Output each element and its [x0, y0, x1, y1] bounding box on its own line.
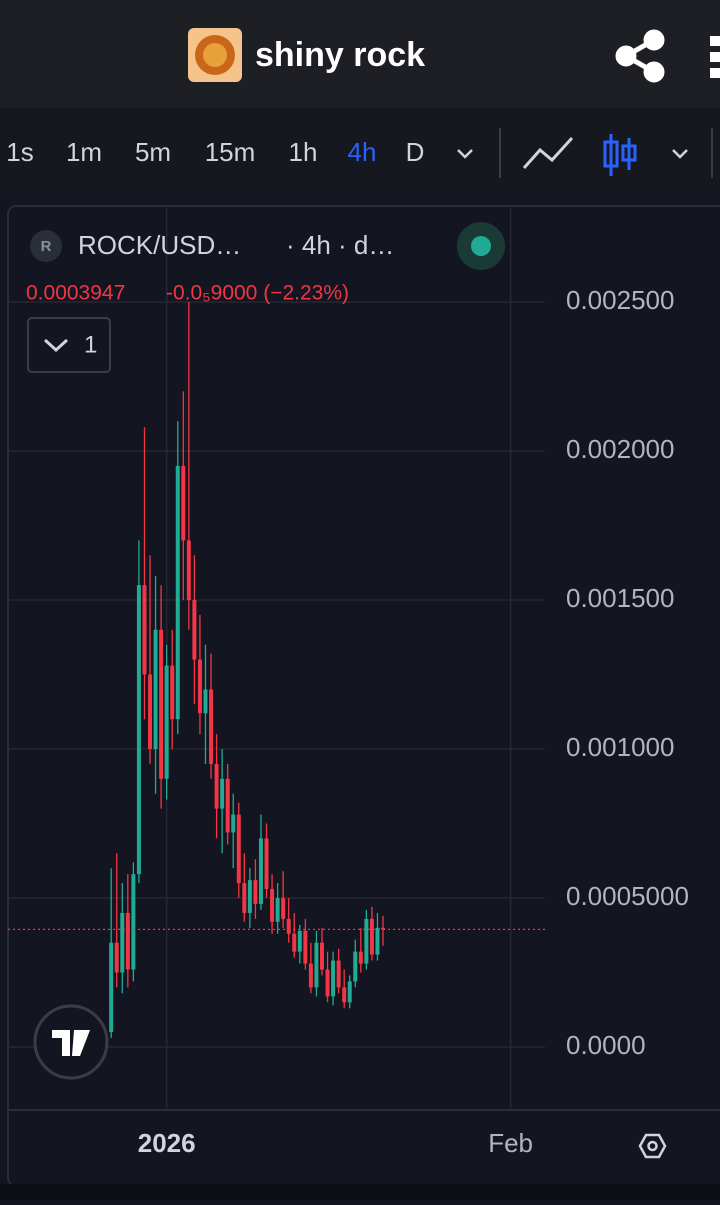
symbol-logo [30, 230, 62, 262]
token-icon-core [203, 43, 227, 67]
indicator-count: 1 [84, 331, 97, 358]
more-icon[interactable] [710, 36, 720, 78]
share-icon[interactable] [615, 29, 665, 83]
candle-body [264, 838, 269, 890]
chevron [43, 338, 69, 353]
y-tick-label: 0.001500 [566, 583, 674, 613]
x-tick-label: 2026 [138, 1128, 196, 1158]
candle-body [347, 981, 352, 1003]
candle-body [353, 951, 358, 982]
candle-body [342, 987, 347, 1003]
settings-icon-center [647, 1140, 658, 1152]
candle-body [314, 942, 319, 988]
price-change: -0.0₅9000 (−2.23%) [166, 282, 349, 305]
y-tick-label: 0.002500 [566, 285, 674, 315]
candle-body [308, 963, 313, 988]
candle-body [164, 665, 169, 779]
tradingview-logo[interactable] [33, 1004, 109, 1080]
candle-body [319, 942, 324, 970]
candle-body [148, 674, 153, 749]
candle-body [142, 585, 147, 675]
interval-button[interactable]: 4h [348, 137, 377, 167]
candle-body [275, 898, 280, 922]
interval-button[interactable]: D [406, 137, 425, 167]
tradingview-mark [52, 1030, 90, 1056]
candle-body [381, 927, 386, 930]
candle-body [364, 918, 369, 964]
symbol-name: ROCK/USD… [78, 230, 241, 260]
candle-body [220, 778, 225, 809]
interval-button[interactable]: 1m [66, 137, 102, 167]
interval-button[interactable]: 1s [6, 137, 33, 167]
interval-group: 1s 1m 5m 15m 1h 4h D [6, 137, 424, 167]
candle-body [186, 540, 191, 600]
candle-body [242, 883, 247, 913]
candle-body [175, 465, 180, 720]
candle-body [214, 763, 219, 809]
candle-body [258, 838, 263, 904]
indicator-toggle[interactable] [27, 317, 111, 373]
interval-button[interactable]: 5m [135, 137, 171, 167]
interval-dropdown[interactable] [457, 149, 473, 159]
candle-body [225, 778, 230, 833]
chart-type-dropdown[interactable] [672, 149, 688, 159]
candle-body [247, 880, 252, 913]
candle-body [120, 912, 125, 973]
candle-chart-icon[interactable] [603, 134, 637, 176]
candle-body [231, 814, 236, 833]
y-tick-label: 0.001000 [566, 732, 674, 762]
bottom-strip [0, 1184, 720, 1200]
candle-body [281, 898, 286, 919]
plot-area [8, 206, 545, 1110]
interval-info: · 4h · d… [286, 230, 394, 260]
candle-body [236, 814, 241, 884]
candle-body [131, 874, 136, 970]
candle-body [292, 933, 297, 952]
last-price: 0.0003947 [26, 282, 125, 305]
y-tick-label: 0.0005000 [566, 881, 689, 911]
candle-body [369, 918, 374, 955]
x-tick-label: Feb [488, 1128, 533, 1158]
candle-body [336, 960, 341, 988]
candle-body [153, 629, 158, 749]
settings-icon[interactable] [638, 1133, 667, 1159]
status-dot [471, 236, 491, 256]
interval-button[interactable]: 15m [205, 137, 256, 167]
candle-body [297, 930, 302, 952]
symbol-logo-letter: R [41, 238, 52, 255]
candle-body [253, 880, 258, 904]
candle-body [159, 629, 164, 779]
y-tick-label: 0.002000 [566, 434, 674, 464]
interval-button[interactable]: 1h [289, 137, 318, 167]
candle-body [303, 930, 308, 964]
candle-body [375, 927, 380, 955]
line-chart-icon[interactable] [522, 136, 574, 169]
candle-body [170, 665, 175, 720]
candle-body [192, 600, 197, 660]
candle-body [125, 912, 130, 970]
candle-body [136, 585, 141, 875]
candle-body [203, 689, 208, 714]
candle-body [358, 951, 363, 964]
candle-body [286, 918, 291, 934]
header-bar [0, 0, 720, 108]
candle-body [270, 889, 275, 922]
candle-body [331, 960, 336, 997]
candle-body [209, 689, 214, 764]
candle-body [325, 969, 330, 997]
header-title: shiny rock [255, 36, 425, 74]
candle-body [109, 942, 114, 1033]
candle-body [181, 465, 186, 541]
toolbar [0, 108, 720, 198]
candle-body [114, 942, 119, 973]
y-tick-label: 0.0000 [566, 1030, 646, 1060]
candle-body [197, 659, 202, 714]
